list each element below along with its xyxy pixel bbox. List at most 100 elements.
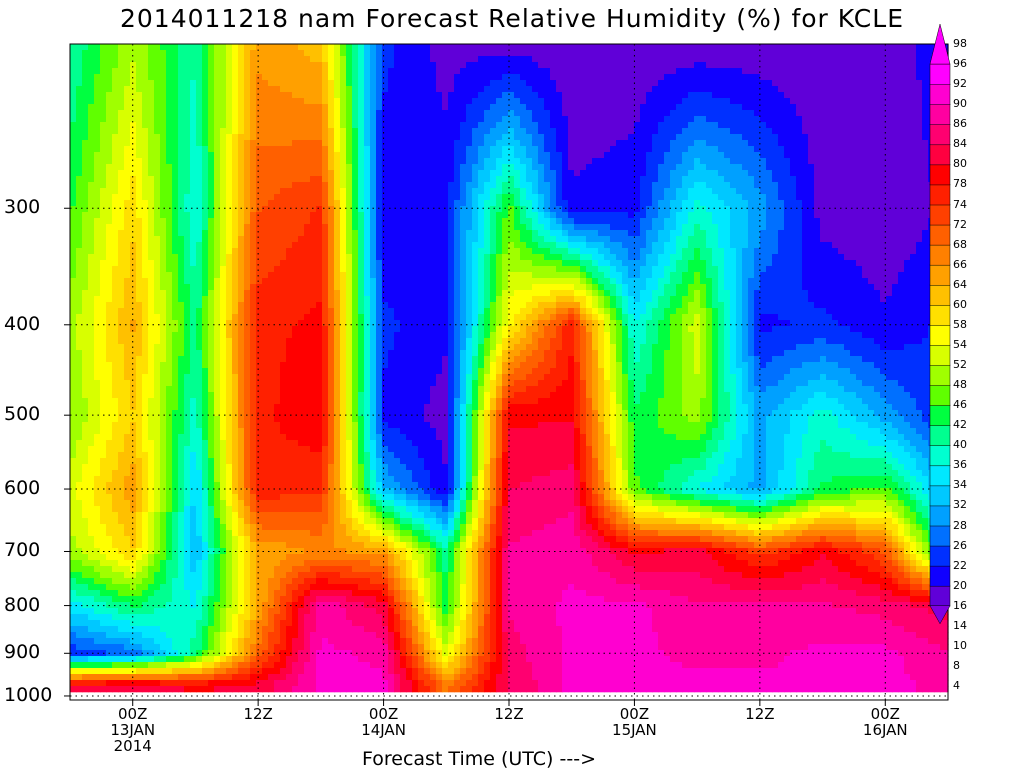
heatmap-cell [310, 242, 317, 249]
heatmap-cell [472, 140, 479, 147]
heatmap-cell [580, 236, 587, 243]
heatmap-cell [700, 92, 707, 99]
heatmap-cell [844, 68, 851, 75]
heatmap-cell [202, 230, 209, 237]
heatmap-cell [112, 74, 119, 81]
heatmap-cell [622, 86, 629, 93]
heatmap-cell [256, 50, 263, 57]
heatmap-cell [508, 182, 515, 189]
heatmap-cell [856, 200, 863, 207]
heatmap-cell [382, 182, 389, 189]
heatmap-cell [592, 152, 599, 159]
heatmap-cell [808, 224, 815, 231]
heatmap-cell [418, 230, 425, 237]
heatmap-cell [298, 128, 305, 135]
heatmap-cell [700, 152, 707, 159]
heatmap-cell [166, 50, 173, 57]
heatmap-cell [490, 62, 497, 69]
heatmap-cell [190, 158, 197, 165]
heatmap-cell [610, 128, 617, 135]
heatmap-cell [448, 110, 455, 117]
heatmap-cell [100, 86, 107, 93]
heatmap-cell [334, 134, 341, 141]
heatmap-cell [370, 212, 377, 219]
heatmap-cell [184, 44, 191, 51]
heatmap-cell [148, 140, 155, 147]
heatmap-cell [256, 98, 263, 105]
heatmap-cell [112, 128, 119, 135]
heatmap-cell [532, 158, 539, 165]
heatmap-cell [82, 218, 89, 225]
heatmap-cell [76, 80, 83, 87]
heatmap-cell [832, 170, 839, 177]
heatmap-cell [790, 140, 797, 147]
heatmap-cell [508, 164, 515, 171]
heatmap-cell [328, 44, 335, 51]
heatmap-cell [286, 188, 293, 195]
heatmap-cell [694, 206, 701, 213]
heatmap-cell [658, 92, 665, 99]
heatmap-cell [838, 62, 845, 69]
heatmap-cell [460, 116, 467, 123]
heatmap-cell [472, 50, 479, 57]
heatmap-cell [100, 104, 107, 111]
heatmap-cell [430, 146, 437, 153]
heatmap-cell [286, 206, 293, 213]
heatmap-cell [604, 140, 611, 147]
heatmap-cell [868, 62, 875, 69]
heatmap-cell [202, 44, 209, 51]
heatmap-cell [766, 50, 773, 57]
heatmap-cell [394, 104, 401, 111]
heatmap-cell [154, 80, 161, 87]
heatmap-cell [388, 218, 395, 225]
heatmap-cell [592, 92, 599, 99]
heatmap-cell [316, 110, 323, 117]
heatmap-cell [562, 236, 569, 243]
heatmap-cell [100, 176, 107, 183]
heatmap-cell [190, 128, 197, 135]
heatmap-cell [904, 122, 911, 129]
heatmap-cell [586, 110, 593, 117]
heatmap-cell [376, 56, 383, 63]
heatmap-cell [532, 98, 539, 105]
heatmap-cell [574, 236, 581, 243]
heatmap-cell [910, 98, 917, 105]
heatmap-cell [166, 80, 173, 87]
heatmap-cell [130, 200, 137, 207]
heatmap-cell [82, 116, 89, 123]
heatmap-cell [148, 128, 155, 135]
heatmap-cell [856, 218, 863, 225]
heatmap-cell [574, 116, 581, 123]
heatmap-cell [808, 188, 815, 195]
heatmap-cell [460, 74, 467, 81]
heatmap-cell [736, 56, 743, 63]
heatmap-cell [478, 80, 485, 87]
heatmap-cell [586, 146, 593, 153]
heatmap-cell [820, 86, 827, 93]
heatmap-cell [694, 56, 701, 63]
heatmap-cell [310, 50, 317, 57]
heatmap-cell [916, 158, 923, 165]
heatmap-cell [796, 92, 803, 99]
heatmap-cell [370, 224, 377, 231]
heatmap-cell [778, 212, 785, 219]
heatmap-cell [664, 224, 671, 231]
heatmap-cell [466, 56, 473, 63]
heatmap-cell [262, 188, 269, 195]
heatmap-cell [400, 176, 407, 183]
heatmap-cell [610, 62, 617, 69]
heatmap-cell [388, 140, 395, 147]
heatmap-cell [910, 194, 917, 201]
heatmap-cell [550, 212, 557, 219]
heatmap-cell [442, 182, 449, 189]
heatmap-cell [688, 110, 695, 117]
heatmap-cell [280, 44, 287, 51]
heatmap-cell [172, 62, 179, 69]
heatmap-cell [508, 206, 515, 213]
heatmap-cell [922, 50, 929, 57]
heatmap-cell [376, 242, 383, 249]
heatmap-cell [814, 242, 821, 249]
heatmap-cell [808, 50, 815, 57]
heatmap-cell [838, 128, 845, 135]
heatmap-cell [652, 134, 659, 141]
